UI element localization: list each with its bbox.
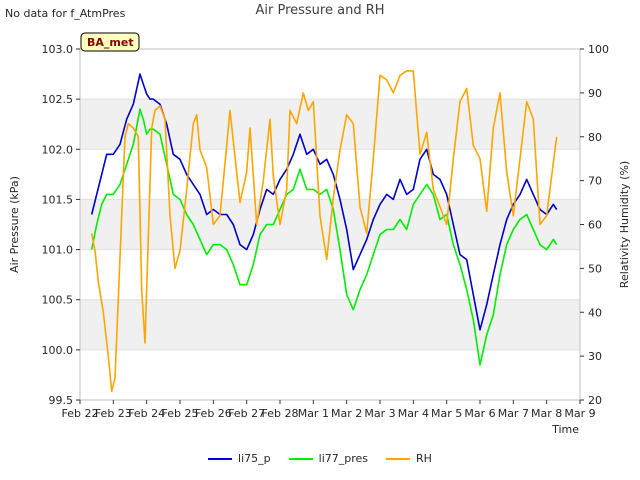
- y2-tick-label: 40: [588, 306, 602, 319]
- y2-tick-label: 20: [588, 394, 602, 407]
- x-tick-label: Mar 9: [564, 407, 595, 420]
- y2-tick-label: 60: [588, 219, 602, 232]
- legend-label: li75_p: [238, 452, 271, 465]
- y2-axis-label: Relativity Humidity (%): [618, 161, 631, 288]
- y-tick-label: 100.5: [42, 294, 74, 307]
- x-tick-label: Feb 26: [195, 407, 232, 420]
- plot-band: [80, 99, 580, 150]
- x-axis-label: Time: [551, 423, 579, 436]
- legend-item-RH: RH: [386, 452, 432, 465]
- plot-band: [80, 299, 580, 350]
- legend-swatch: [288, 457, 313, 460]
- x-tick-label: Feb 23: [95, 407, 132, 420]
- y-tick-label: 102.5: [42, 93, 74, 106]
- x-tick-label: Mar 8: [531, 407, 562, 420]
- legend-item-li75-p: li75_p: [208, 452, 271, 465]
- y-tick-label: 103.0: [42, 43, 74, 56]
- y-axis-left: 99.5 100.0 100.5 101.0 101.5 102.0 102.5 103.0: [42, 43, 80, 407]
- y2-tick-label: 80: [588, 131, 602, 144]
- legend: li75_p li77_pres RH: [0, 452, 640, 465]
- no-data-note: No data for f_AtmPres: [5, 7, 126, 20]
- series-line-RH: [90, 70, 558, 393]
- y2-tick-label: 30: [588, 350, 602, 363]
- y2-tick-label: 50: [588, 262, 602, 275]
- legend-label: li77_pres: [318, 452, 369, 465]
- y2-tick-label: 90: [588, 87, 602, 100]
- y-tick-label: 99.5: [49, 394, 74, 407]
- x-tick-label: Mar 4: [398, 407, 429, 420]
- x-tick-label: Mar 1: [298, 407, 329, 420]
- x-tick-label: Feb 25: [162, 407, 199, 420]
- series-line-li77-pres: [90, 108, 558, 366]
- badge: BA_met: [80, 32, 140, 52]
- x-tick-label: Mar 2: [331, 407, 362, 420]
- y2-tick-label: 70: [588, 175, 602, 188]
- x-tick-label: Feb 28: [262, 407, 299, 420]
- y-axis-right: 20 30 40 50 60 70 80 90 100: [580, 43, 609, 407]
- y-tick-label: 101.5: [42, 193, 74, 206]
- y-tick-label: 102.0: [42, 143, 74, 156]
- x-tick-label: Mar 3: [364, 407, 395, 420]
- plot-bands: [80, 99, 580, 350]
- x-tick-label: Feb 22: [62, 407, 99, 420]
- y2-tick-label: 100: [588, 43, 609, 56]
- x-tick-label: Feb 27: [228, 407, 265, 420]
- y-tick-label: 100.0: [42, 344, 74, 357]
- y-tick-label: 101.0: [42, 244, 74, 257]
- x-tick-label: Mar 5: [431, 407, 462, 420]
- x-tick-label: Feb 24: [128, 407, 165, 420]
- legend-label: RH: [416, 452, 432, 465]
- chart-title: Air Pressure and RH: [255, 3, 385, 18]
- legend-item-li77-pres: li77_pres: [288, 452, 369, 465]
- x-tick-label: Mar 7: [498, 407, 529, 420]
- y-axis-label: Air Pressure (kPa): [8, 176, 21, 273]
- series-lines: [90, 70, 558, 393]
- badge-label: BA_met: [87, 36, 134, 49]
- legend-swatch: [208, 457, 233, 460]
- x-tick-label: Mar 6: [464, 407, 495, 420]
- legend-swatch: [386, 457, 411, 460]
